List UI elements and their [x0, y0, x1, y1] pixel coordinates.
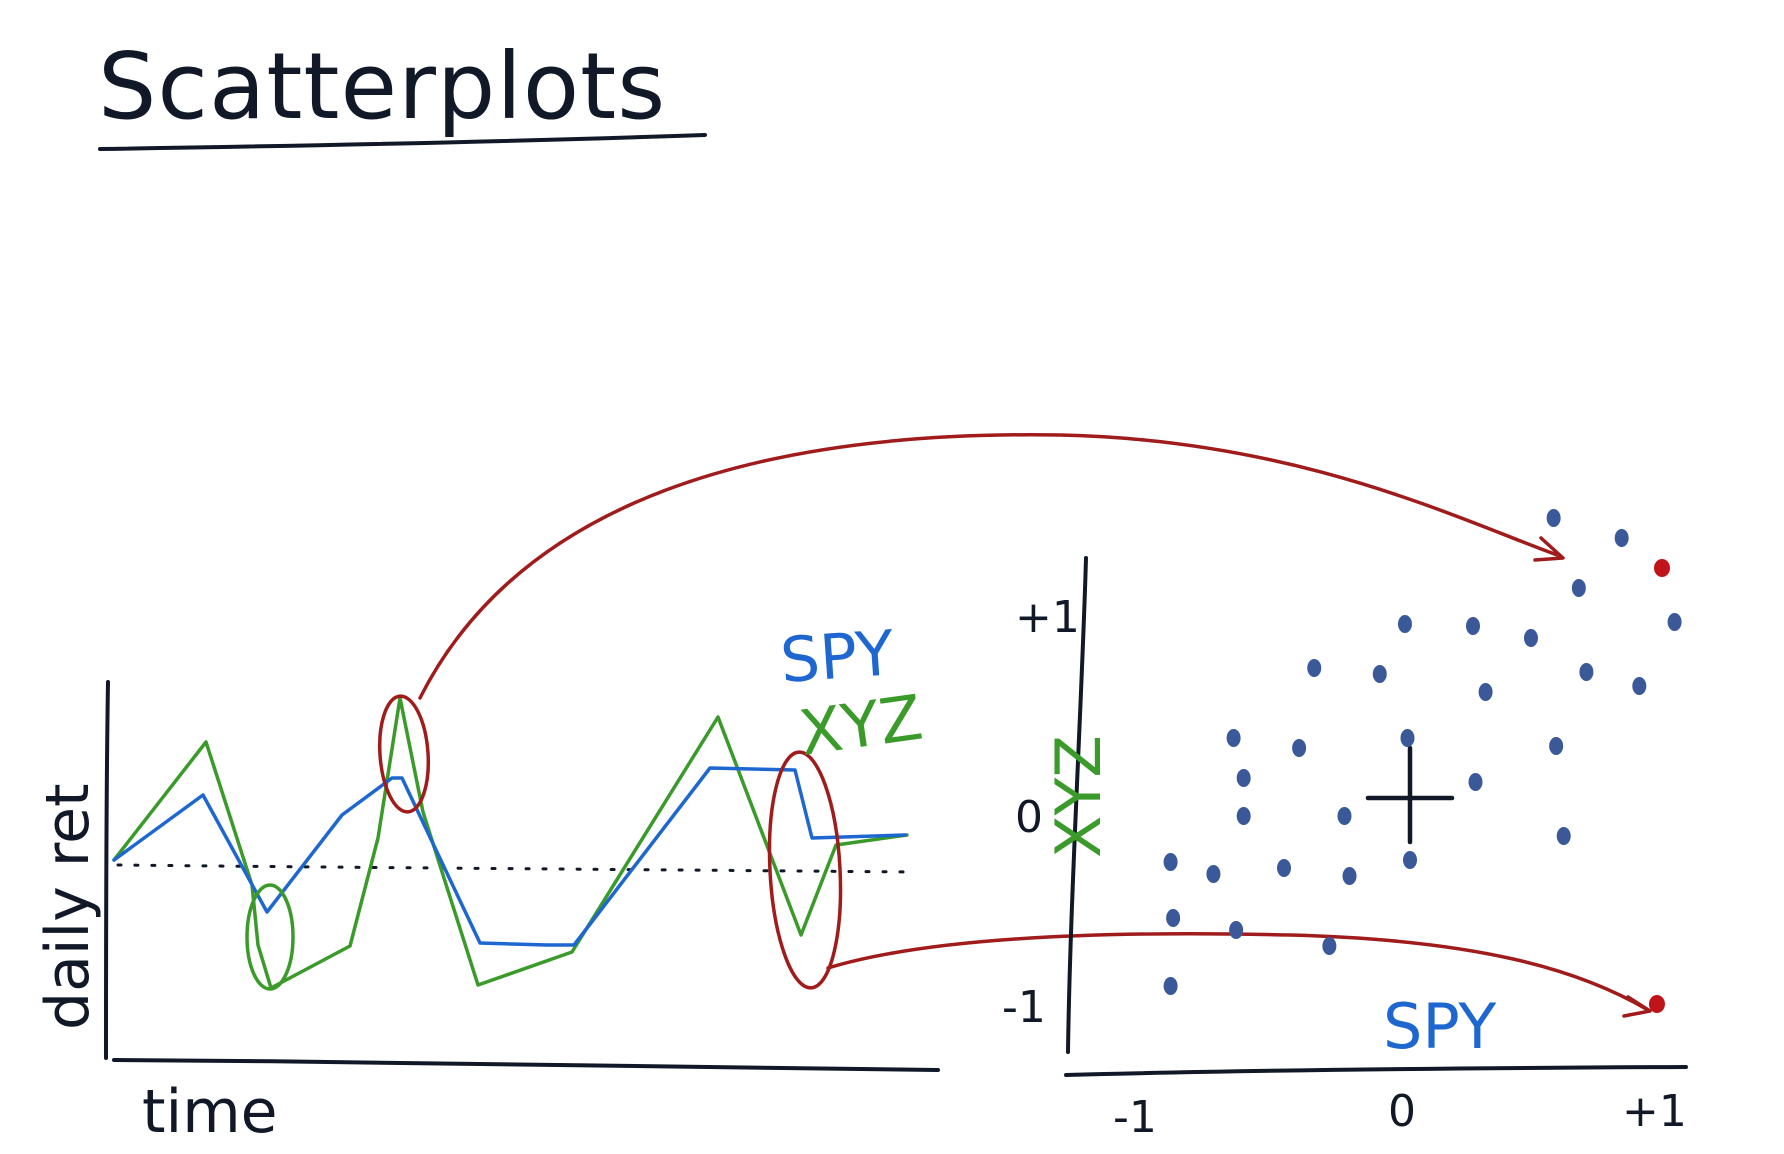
y-tick-zero: 0 — [1015, 792, 1043, 843]
scatter-point — [1166, 909, 1181, 927]
scatter-y-axis — [1066, 556, 1088, 1054]
scatter-point — [1667, 613, 1682, 631]
scatter-point — [1342, 867, 1357, 885]
scatter-point — [1579, 663, 1594, 681]
highlight-circle-peak — [377, 694, 431, 814]
scatter-point — [1307, 659, 1322, 677]
scatter-point — [1277, 859, 1291, 877]
scatter-point — [1403, 851, 1417, 869]
scatter-point — [1236, 769, 1251, 787]
scatter-point — [1478, 683, 1493, 701]
legend-spy: SPY — [778, 616, 896, 697]
zero-line — [116, 863, 912, 874]
scatter-point — [1322, 937, 1337, 955]
scatter-point — [1614, 529, 1629, 547]
scatter-point — [1337, 807, 1352, 825]
x-tick-plus-one: +1 — [1622, 1086, 1687, 1137]
scatter-point — [1571, 579, 1586, 597]
arrow-divergence-head — [1622, 995, 1652, 1018]
scatter-chart: +1 0 -1 -1 0 +1 SPY XYZ — [1002, 509, 1688, 1143]
highlighted-scatter-point — [1654, 559, 1670, 577]
scatter-point — [1556, 827, 1571, 845]
arrow-peak-head — [1533, 536, 1565, 562]
x-tick-minus-one: -1 — [1113, 1092, 1157, 1143]
scatter-point — [1466, 617, 1480, 635]
scatter-point — [1292, 739, 1307, 757]
arrow-divergence-to-point — [826, 932, 1650, 1012]
y-tick-minus-one: -1 — [1002, 982, 1046, 1033]
time-series-chart: daily ret time SPY XYZ — [33, 616, 940, 1147]
y-tick-plus-one: +1 — [1015, 592, 1080, 643]
scatter-point — [1468, 773, 1483, 791]
scatter-point — [1229, 921, 1244, 939]
scatter-points — [1163, 509, 1682, 1013]
highlighted-scatter-point — [1648, 995, 1665, 1013]
dip-circle — [245, 883, 295, 991]
arrows — [418, 433, 1652, 1018]
scatter-point — [1372, 665, 1387, 683]
scatter-point — [1400, 729, 1415, 747]
scatter-ylabel: XYZ — [1042, 735, 1115, 858]
time-series-ylabel: daily ret — [33, 783, 103, 1030]
scatter-point — [1546, 509, 1561, 527]
scatter-point — [1236, 807, 1251, 825]
xyz-line — [112, 696, 909, 990]
scatter-point — [1549, 737, 1564, 755]
legend-xyz: XYZ — [795, 680, 927, 769]
scatter-xlabel: SPY — [1383, 990, 1496, 1063]
scatter-point — [1163, 977, 1178, 995]
scatter-point — [1397, 615, 1412, 633]
scatter-point — [1163, 853, 1178, 871]
scatter-point — [1226, 729, 1241, 747]
title-underline — [98, 133, 707, 151]
highlight-circle-divergence — [767, 750, 843, 990]
scatter-point — [1206, 865, 1221, 883]
time-series-x-axis — [112, 1058, 940, 1072]
time-series-xlabel: time — [142, 1077, 278, 1147]
x-tick-zero: 0 — [1388, 1086, 1416, 1137]
arrow-peak-to-point — [418, 433, 1562, 700]
scatter-point — [1523, 629, 1538, 647]
time-series-y-axis — [104, 680, 110, 1060]
scatter-x-axis — [1064, 1065, 1688, 1077]
spy-line — [112, 766, 907, 947]
page-title: Scatterplots — [98, 33, 666, 140]
scatter-point — [1632, 677, 1647, 695]
